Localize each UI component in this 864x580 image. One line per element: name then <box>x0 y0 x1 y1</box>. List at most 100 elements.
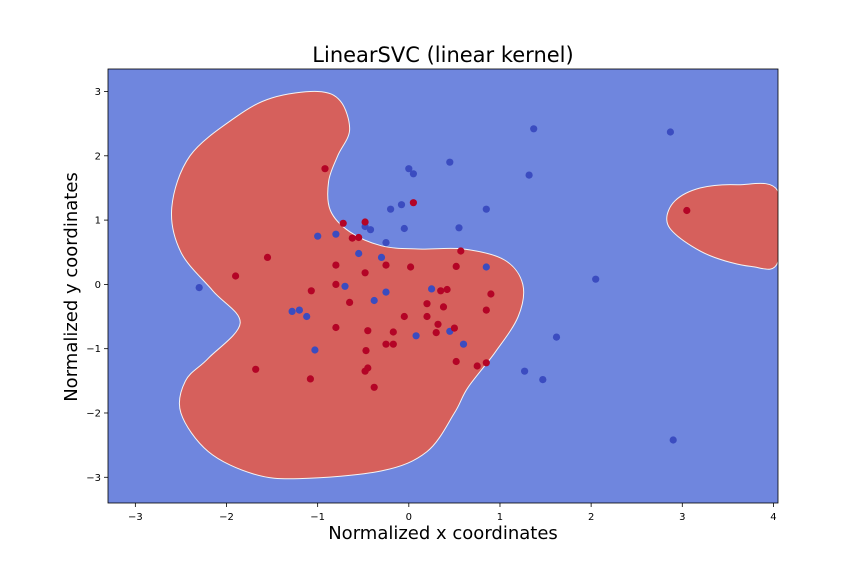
class-1-point-1 <box>321 165 329 173</box>
class-1-point-7 <box>232 272 240 280</box>
class-0-point-35 <box>666 128 675 136</box>
class-0-point-25 <box>288 307 296 315</box>
class-1-point-5 <box>361 218 369 226</box>
class-1-point-6 <box>409 199 417 207</box>
class-1-point-28 <box>450 324 458 332</box>
class-1-point-31 <box>389 328 397 336</box>
class-1-point-22 <box>423 300 431 308</box>
class-0-point-12 <box>387 205 395 213</box>
class-0-point-23 <box>459 340 468 348</box>
y-axis-title: Normalized y coordinates <box>61 172 82 402</box>
class-1-point-19 <box>437 287 445 295</box>
class-1-point-36 <box>306 375 314 383</box>
class-1-point-9 <box>307 287 315 295</box>
class-1-point-20 <box>443 285 451 294</box>
class-1-point-2 <box>339 219 347 227</box>
class-1-point-17 <box>452 262 460 270</box>
class-1-point-27 <box>432 329 440 337</box>
decision-region-2 <box>666 182 778 270</box>
class-1-point-13 <box>332 323 340 332</box>
data-points <box>195 125 691 444</box>
class-0-point-2 <box>314 232 322 240</box>
x-tick-label: 1 <box>497 512 503 523</box>
class-1-point-15 <box>382 261 390 269</box>
class-1-point-30 <box>364 327 372 335</box>
class-1-point-11 <box>332 280 340 288</box>
class-1-point-38 <box>361 367 369 375</box>
class-0-point-36 <box>669 436 677 444</box>
x-tick-label: 3 <box>679 512 685 523</box>
class-1-point-35 <box>252 365 260 373</box>
class-1-point-24 <box>400 312 408 321</box>
class-0-point-8 <box>370 296 378 305</box>
class-0-point-31 <box>521 367 529 375</box>
y-tick-label: 1 <box>95 216 101 227</box>
class-0-point-21 <box>428 285 436 293</box>
x-tick-label: −3 <box>128 512 143 523</box>
class-0-point-20 <box>482 263 490 271</box>
y-tick-label: 0 <box>95 280 101 291</box>
class-1-point-42 <box>482 359 490 367</box>
y-tick-label: −2 <box>86 408 101 419</box>
class-1-point-41 <box>473 362 481 370</box>
class-1-point-32 <box>382 340 390 348</box>
class-0-point-30 <box>525 171 533 179</box>
class-0-point-19 <box>482 205 490 213</box>
y-tick-label: −3 <box>86 473 101 484</box>
x-tick-label: 2 <box>588 512 594 523</box>
class-1-point-12 <box>346 298 354 306</box>
class-1-point-10 <box>332 261 340 269</box>
y-tick-label: 3 <box>95 87 101 98</box>
class-1-point-29 <box>482 306 490 314</box>
y-axis-ticks: −3 −2 −1 0 1 2 3 <box>86 87 108 484</box>
class-1-point-39 <box>370 383 378 391</box>
class-0-point-9 <box>377 253 386 261</box>
class-0-point-13 <box>397 201 406 209</box>
class-0-point-4 <box>341 282 349 290</box>
y-tick-label: −1 <box>86 344 101 355</box>
class-0-point-32 <box>539 376 547 384</box>
class-0-point-27 <box>303 312 311 321</box>
class-1-point-18 <box>457 247 465 255</box>
class-0-point-3 <box>332 230 340 238</box>
class-1-point-4 <box>355 233 363 242</box>
class-0-point-28 <box>311 346 319 354</box>
class-1-point-8 <box>263 253 272 261</box>
x-tick-label: 0 <box>406 512 412 523</box>
class-0-point-11 <box>382 288 390 296</box>
x-axis-title: Normalized x coordinates <box>328 523 558 544</box>
x-axis-ticks: −3 −2 −1 0 1 2 3 4 <box>128 503 777 523</box>
class-0-point-10 <box>382 239 390 247</box>
class-1-point-25 <box>423 312 431 321</box>
x-tick-label: −1 <box>310 512 325 523</box>
class-0-point-18 <box>455 224 463 232</box>
class-1-point-16 <box>407 263 415 271</box>
class-0-point-24 <box>412 332 420 340</box>
class-1-point-34 <box>362 347 370 355</box>
x-tick-label: 4 <box>770 512 776 523</box>
class-0-point-33 <box>552 333 561 341</box>
class-1-point-14 <box>361 269 369 277</box>
class-1-point-33 <box>389 340 397 348</box>
class-1-point-43 <box>683 206 691 215</box>
class-0-point-5 <box>355 249 363 258</box>
class-1-point-3 <box>348 234 356 242</box>
x-tick-label: −2 <box>219 512 234 523</box>
class-0-point-17 <box>446 158 454 166</box>
y-tick-label: 2 <box>95 151 101 162</box>
class-1-point-40 <box>452 357 460 366</box>
class-0-point-7 <box>366 226 375 234</box>
class-1-point-26 <box>434 320 442 328</box>
class-0-point-26 <box>295 306 303 314</box>
plot-frame <box>107 68 779 504</box>
class-0-point-15 <box>405 165 413 173</box>
class-0-point-34 <box>592 275 600 283</box>
class-1-point-21 <box>487 290 495 298</box>
class-0-point-16 <box>409 170 417 178</box>
chart-title: LinearSVC (linear kernel) <box>312 43 573 67</box>
class-0-point-29 <box>530 125 538 133</box>
class-0-point-1 <box>195 284 203 292</box>
class-1-point-23 <box>439 303 448 311</box>
